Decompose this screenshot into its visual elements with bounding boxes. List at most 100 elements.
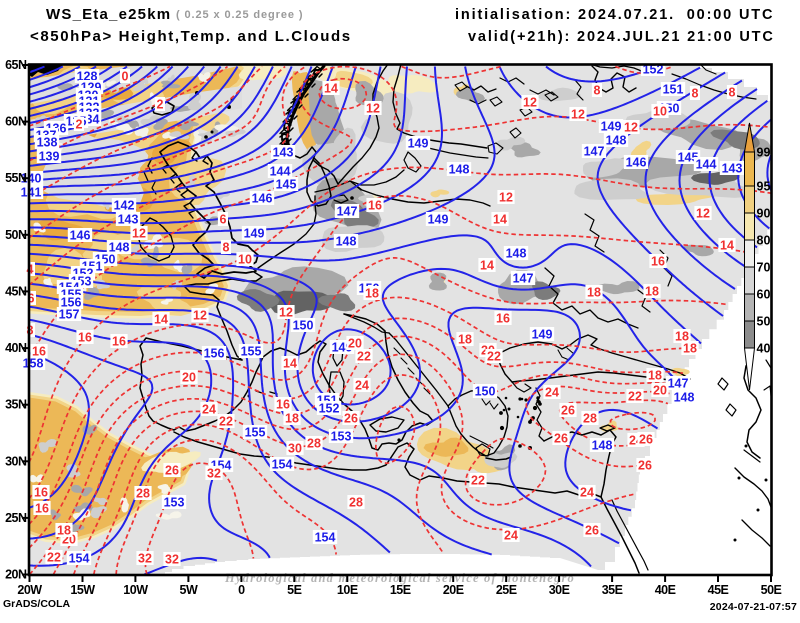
svg-text:50: 50 (757, 315, 771, 329)
svg-text:154: 154 (315, 531, 336, 545)
svg-text:<850hPa> Height,Temp. and L.Cl: <850hPa> Height,Temp. and L.Clouds (30, 28, 352, 45)
svg-text:12: 12 (624, 121, 638, 135)
svg-text:148: 148 (506, 247, 527, 261)
svg-text:95: 95 (757, 180, 771, 194)
svg-text:GrADS/COLA: GrADS/COLA (3, 598, 71, 610)
svg-text:16: 16 (35, 502, 49, 516)
svg-text:12: 12 (696, 207, 710, 221)
svg-text:18: 18 (365, 287, 379, 301)
svg-text:12: 12 (193, 309, 207, 323)
svg-text:10E: 10E (337, 583, 358, 597)
svg-text:65N: 65N (5, 58, 27, 72)
svg-text:139: 139 (39, 150, 60, 164)
svg-text:8: 8 (594, 84, 601, 98)
svg-text:14: 14 (480, 259, 494, 273)
svg-text:24: 24 (545, 386, 559, 400)
svg-text:22: 22 (487, 350, 501, 364)
svg-text:80: 80 (757, 234, 771, 248)
svg-text:143: 143 (118, 213, 139, 227)
svg-text:10W: 10W (123, 583, 148, 597)
svg-text:30N: 30N (5, 454, 27, 468)
svg-text:32: 32 (207, 467, 221, 481)
svg-text:148: 148 (109, 241, 130, 255)
svg-text:22: 22 (47, 551, 61, 565)
svg-text:146: 146 (252, 192, 273, 206)
svg-text:149: 149 (244, 227, 265, 241)
svg-text:26: 26 (554, 432, 568, 446)
svg-text:155: 155 (245, 426, 266, 440)
svg-text:90: 90 (757, 207, 771, 221)
svg-text:20N: 20N (5, 568, 27, 582)
svg-text:147: 147 (584, 145, 605, 159)
svg-text:146: 146 (626, 156, 647, 170)
svg-text:26: 26 (561, 404, 575, 418)
svg-text:2024-07-21-07:57: 2024-07-21-07:57 (710, 601, 797, 613)
svg-text:22: 22 (471, 474, 485, 488)
svg-text:22: 22 (628, 390, 642, 404)
svg-text:18: 18 (648, 369, 662, 383)
svg-text:149: 149 (428, 213, 449, 227)
svg-text:55N: 55N (5, 171, 27, 185)
svg-text:154: 154 (272, 458, 293, 472)
svg-text:142: 142 (114, 199, 135, 213)
svg-text:99: 99 (757, 146, 771, 160)
svg-text:156: 156 (204, 347, 225, 361)
svg-text:18: 18 (458, 333, 472, 347)
svg-text:24: 24 (504, 529, 518, 543)
svg-text:152: 152 (643, 63, 664, 77)
svg-text:149: 149 (408, 137, 429, 151)
svg-text:148: 148 (674, 391, 695, 405)
svg-text:158: 158 (23, 357, 44, 371)
svg-text:14: 14 (154, 313, 168, 327)
svg-text:16: 16 (112, 335, 126, 349)
svg-text:148: 148 (449, 163, 470, 177)
svg-text:143: 143 (722, 162, 743, 176)
svg-text:40E: 40E (655, 583, 676, 597)
svg-text:8: 8 (223, 241, 230, 255)
svg-text:50E: 50E (761, 583, 782, 597)
svg-text:26: 26 (344, 412, 358, 426)
svg-text:40: 40 (757, 342, 771, 356)
svg-text:149: 149 (532, 328, 553, 342)
svg-text:60: 60 (757, 288, 771, 302)
svg-text:16: 16 (276, 398, 290, 412)
svg-text:26: 26 (639, 433, 653, 447)
svg-text:24: 24 (202, 403, 216, 417)
svg-text:35N: 35N (5, 398, 27, 412)
svg-text:20: 20 (653, 384, 667, 398)
svg-text:154: 154 (69, 552, 90, 566)
svg-text:18: 18 (683, 342, 697, 356)
svg-text:16: 16 (34, 486, 48, 500)
svg-text:15W: 15W (70, 583, 95, 597)
svg-text:14: 14 (283, 357, 297, 371)
svg-text:15E: 15E (390, 583, 411, 597)
svg-text:146: 146 (70, 229, 91, 243)
svg-text:28: 28 (307, 437, 321, 451)
svg-text:22: 22 (219, 415, 233, 429)
svg-text:14: 14 (720, 239, 734, 253)
svg-text:32: 32 (138, 552, 152, 566)
svg-text:18: 18 (57, 524, 71, 538)
svg-text:12: 12 (571, 108, 585, 122)
svg-text:28: 28 (136, 487, 150, 501)
svg-text:35E: 35E (602, 583, 623, 597)
svg-text:140: 140 (21, 172, 42, 186)
svg-text:12: 12 (523, 96, 537, 110)
svg-text:0: 0 (122, 70, 129, 84)
svg-text:45E: 45E (708, 583, 729, 597)
svg-text:145: 145 (276, 178, 297, 192)
svg-text:60N: 60N (5, 115, 27, 129)
svg-text:20W: 20W (17, 583, 42, 597)
svg-text:8: 8 (729, 86, 736, 100)
svg-text:145: 145 (678, 151, 699, 165)
svg-text:151: 151 (663, 83, 684, 97)
svg-text:147: 147 (513, 272, 534, 286)
svg-text:150: 150 (293, 319, 314, 333)
svg-text:12: 12 (366, 102, 380, 116)
svg-text:18: 18 (645, 285, 659, 299)
svg-text:147: 147 (337, 205, 358, 219)
svg-text:152: 152 (319, 402, 340, 416)
svg-text:valid(+21h): 2024.JUL.21 21:00: valid(+21h): 2024.JUL.21 21:00 UTC (468, 29, 775, 45)
svg-text:14: 14 (493, 213, 507, 227)
svg-text:6: 6 (220, 213, 227, 227)
